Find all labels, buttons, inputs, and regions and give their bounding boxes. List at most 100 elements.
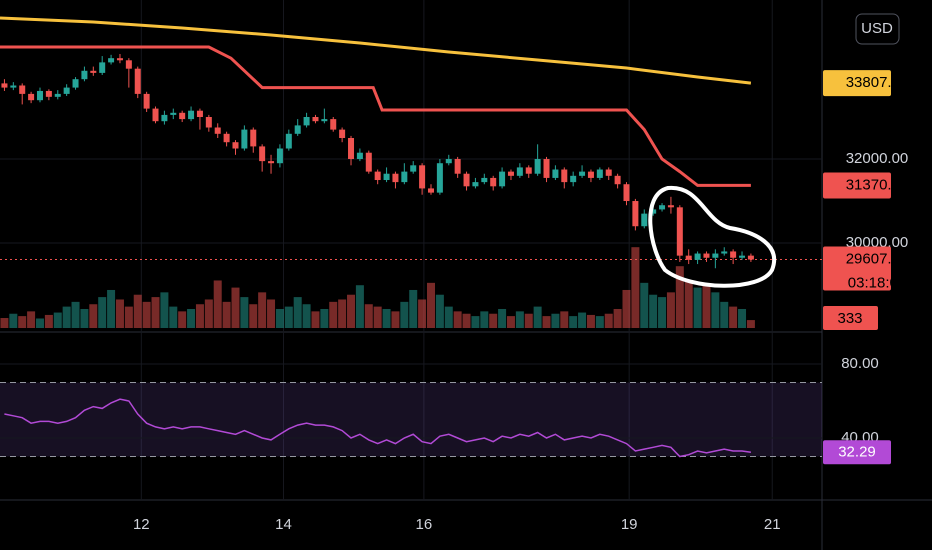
candle-body	[10, 85, 17, 88]
candle-body	[90, 70, 97, 73]
volume-bar	[515, 311, 524, 328]
price-tag	[823, 246, 891, 291]
volume-bar	[551, 313, 560, 328]
candle-body	[472, 182, 479, 187]
moving-line	[0, 45, 751, 187]
volume-bar	[18, 316, 27, 328]
volume-bar	[151, 297, 160, 328]
candle-body	[641, 213, 648, 227]
volume-bar	[471, 316, 480, 328]
volume-bar	[391, 311, 400, 328]
candle-body	[579, 171, 586, 176]
rsi-tag-label: 32.29	[838, 443, 876, 460]
volume-bar	[569, 316, 578, 328]
volume-bar	[71, 301, 80, 328]
candle-body	[445, 159, 452, 164]
candle-body	[703, 253, 710, 258]
volume-bar	[462, 313, 471, 328]
volume-bar	[506, 316, 515, 328]
candle-body	[294, 125, 301, 134]
candle-body	[676, 207, 683, 256]
price-tag	[823, 172, 891, 199]
volume-bar	[418, 299, 427, 328]
y-tick-label: 32000.00	[846, 150, 909, 167]
candle-body	[161, 114, 168, 122]
x-tick-label: 21	[764, 516, 781, 533]
volume-bar	[0, 318, 9, 328]
volume-bar	[231, 287, 240, 328]
candle-body	[72, 79, 79, 88]
volume-tag	[823, 306, 878, 330]
volume-bar	[107, 289, 116, 328]
price-tag	[823, 70, 891, 97]
volume-bar	[320, 308, 329, 328]
volume-bar	[124, 306, 133, 328]
candle-body	[125, 60, 132, 69]
rsi-line	[4, 398, 752, 458]
volume-bar	[613, 308, 622, 328]
volume-bar	[586, 314, 595, 328]
volume-bar	[284, 306, 293, 328]
candle-body	[694, 253, 701, 260]
candle-body	[330, 119, 337, 130]
volume-bar	[729, 306, 738, 328]
volume-tag-label: 333	[837, 310, 862, 327]
volume-bar	[142, 301, 151, 328]
candle-body	[650, 209, 657, 214]
volume-bar	[720, 301, 729, 328]
volume-bar	[240, 297, 249, 328]
price-tag-label: 29607.43	[846, 250, 909, 267]
volume-bar	[373, 306, 382, 328]
candle-body	[81, 70, 88, 80]
volume-bar	[89, 304, 98, 328]
candle-body	[490, 177, 497, 187]
volume-bar	[400, 301, 409, 328]
currency-label[interactable]: USD	[861, 20, 893, 37]
volume-bar	[222, 301, 231, 328]
candle-body	[587, 171, 594, 178]
candle-body	[543, 159, 550, 178]
candle-body	[499, 171, 506, 187]
volume-bar	[649, 294, 658, 328]
volume-bar	[178, 311, 187, 328]
volume-bar	[435, 294, 444, 328]
volume-bar	[329, 301, 338, 328]
x-tick-label: 14	[275, 516, 292, 533]
rsi-band	[0, 382, 822, 457]
currency-button[interactable]	[855, 13, 900, 45]
volume-bar	[355, 285, 364, 328]
volume-bar	[347, 294, 356, 328]
volume-bar	[115, 299, 124, 328]
candle-body	[312, 117, 319, 122]
candle-body	[534, 159, 541, 174]
candle-body	[463, 173, 470, 187]
candle-body	[36, 90, 43, 101]
candle-body	[730, 251, 737, 258]
volume-bar	[542, 316, 551, 328]
candle-body	[596, 169, 603, 178]
candle-body	[179, 112, 186, 120]
volume-bar	[27, 311, 36, 328]
candle-body	[712, 253, 719, 258]
candle-body	[374, 171, 381, 181]
candle-body	[268, 161, 275, 164]
candle-body	[481, 177, 488, 183]
candle-body	[605, 169, 612, 176]
volume-bar	[53, 312, 62, 328]
candle-body	[623, 184, 630, 202]
candle-body	[108, 58, 115, 63]
candle-body	[659, 205, 666, 210]
volume-bar	[658, 297, 667, 328]
volume-bar	[640, 282, 649, 328]
candle-body	[1, 83, 8, 88]
candle-body	[427, 188, 434, 193]
price-tag-label: 33807.58	[846, 74, 909, 91]
volume-bar	[195, 304, 204, 328]
candle-body	[188, 110, 195, 120]
volume-bar	[684, 280, 693, 328]
candle-body	[99, 62, 106, 73]
candle-body	[570, 175, 577, 183]
volume-bar	[453, 311, 462, 328]
volume-bar	[44, 314, 53, 328]
